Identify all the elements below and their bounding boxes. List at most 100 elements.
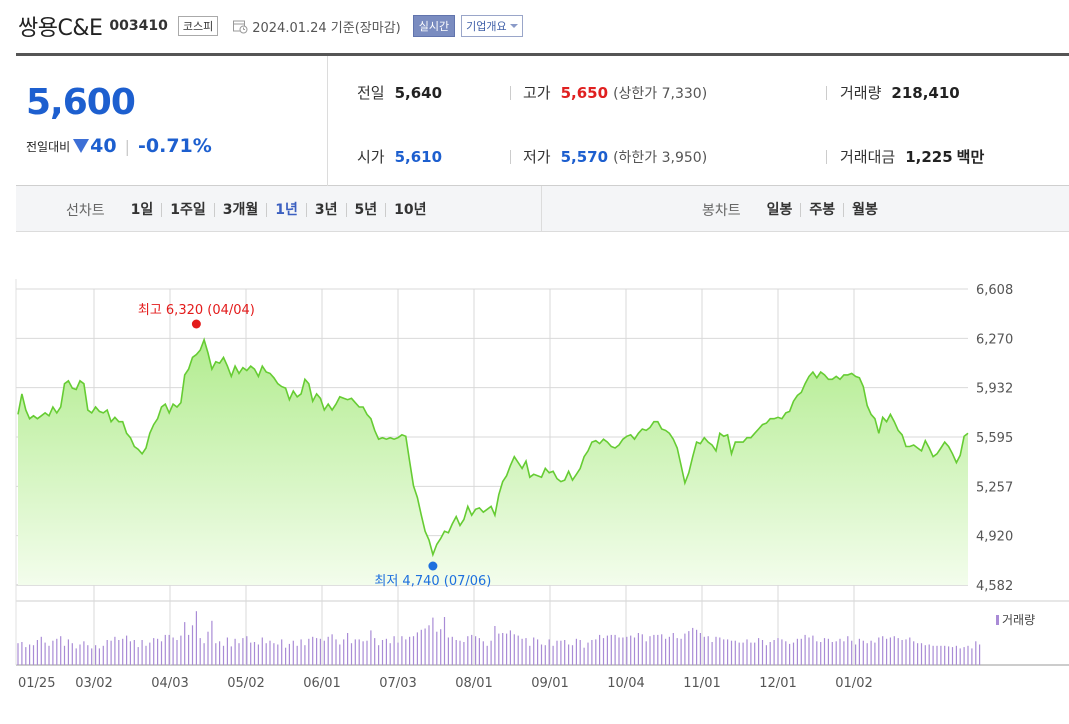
volume-bar	[191, 625, 194, 665]
volume-bar	[781, 639, 783, 665]
volume-bar	[637, 633, 639, 665]
volume-bar	[188, 634, 190, 665]
volume-bar	[955, 645, 957, 665]
x-tick-label: 10/04	[607, 676, 644, 691]
volume-bar	[304, 645, 306, 665]
volume-bar	[226, 637, 228, 665]
volume-bar	[727, 639, 729, 665]
high-label: 고가	[523, 84, 551, 102]
amount-value: 1,225	[905, 148, 953, 166]
volume-bar	[83, 641, 85, 665]
y-tick-label: 6,608	[976, 283, 1013, 298]
candle-period-1[interactable]: 주봉	[800, 203, 843, 217]
low-label: 저가	[523, 148, 551, 166]
volume-bar	[533, 637, 535, 665]
volume-bar	[858, 638, 860, 665]
volume-bar	[378, 645, 380, 665]
volume-bar	[812, 635, 814, 665]
y-tick-label: 6,270	[976, 332, 1013, 347]
volume-bar	[401, 636, 403, 665]
volume-bar	[67, 639, 69, 665]
line-period-2[interactable]: 3개월	[213, 203, 267, 217]
x-tick-label: 12/01	[759, 676, 796, 691]
line-period-0[interactable]: 1일	[130, 202, 154, 218]
volume-bar	[366, 640, 368, 665]
volume-bar	[184, 622, 186, 665]
volume-bar	[847, 636, 849, 665]
volume-bar	[234, 638, 236, 665]
volume-bar	[959, 648, 961, 665]
volume-bar	[44, 642, 46, 665]
line-period-5[interactable]: 5년	[345, 203, 386, 217]
stat-open: 시가 5,610	[357, 146, 442, 167]
volume-bar	[509, 630, 511, 665]
volume-bar	[273, 643, 275, 665]
volume-bar	[843, 641, 845, 665]
stock-header: 쌍용C&E 003410 코스피 2024.01.24 기준(장마감) 실시간 …	[18, 10, 523, 42]
volume-bar	[447, 637, 449, 665]
volume-bar	[459, 640, 461, 665]
volume-bar	[893, 636, 895, 665]
volume-bar	[610, 634, 612, 665]
stat-high: 고가 5,650 (상한가 7,330)	[523, 82, 707, 103]
volume-bar	[696, 629, 698, 665]
volume-bar	[211, 620, 213, 665]
high-label: 최고 6,320 (04/04)	[138, 303, 255, 318]
volume-bar	[924, 645, 926, 665]
volume-bar	[680, 638, 682, 665]
volume-bar	[789, 643, 791, 665]
volume-bar	[537, 639, 539, 665]
change-row: 전일대비 40 | -0.71%	[26, 135, 212, 157]
volume-bar	[168, 634, 170, 665]
volume-bar	[199, 638, 201, 665]
volume-bar	[207, 631, 209, 665]
volume-bar	[599, 634, 601, 665]
change-separator: |	[124, 136, 131, 156]
low-value: 5,570	[560, 148, 609, 166]
volume-bar	[618, 637, 620, 665]
volume-bar	[102, 645, 104, 665]
volume-bar	[672, 633, 674, 665]
volume-bar	[855, 644, 857, 665]
line-period-4[interactable]: 3년	[305, 203, 346, 217]
volume-bar	[91, 648, 93, 665]
volume-bar	[219, 641, 221, 665]
volume-bar	[36, 640, 38, 665]
volume-bar	[250, 642, 252, 665]
volume-bar	[63, 645, 66, 665]
volume-bar	[800, 638, 802, 665]
volume-bar	[428, 625, 430, 665]
candle-period-0[interactable]: 일봉	[766, 202, 793, 218]
volume-bar	[238, 643, 240, 665]
line-period-1[interactable]: 1주일	[161, 203, 214, 217]
volume-bar	[126, 635, 128, 665]
volume-bar	[145, 645, 147, 665]
volume-bar	[785, 641, 787, 665]
stat-divider	[826, 150, 827, 164]
volume-bar	[529, 645, 531, 665]
candle-period-2[interactable]: 월봉	[843, 203, 886, 217]
price-chart: 최고 6,320 (04/04) 최저 4,740 (07/06) 거래량 6,6…	[15, 279, 1069, 691]
volume-bar	[979, 644, 981, 665]
volume-bar	[331, 634, 333, 665]
volume-bar	[653, 634, 655, 665]
volume-bar	[711, 642, 713, 665]
price-summary: 5,600 전일대비 40 | -0.71% 전일 5,640 고가 5,650…	[16, 53, 1069, 186]
volume-bar	[416, 632, 418, 665]
volume-bar	[56, 638, 58, 665]
stat-low: 저가 5,570 (하한가 3,950)	[523, 146, 707, 167]
volume-bar	[897, 638, 899, 665]
volume-bar	[327, 636, 329, 665]
x-tick-label: 07/03	[379, 676, 416, 691]
volume-bar	[920, 643, 923, 665]
volume-bar	[222, 645, 225, 665]
company-overview-button[interactable]: 기업개요	[461, 15, 523, 37]
realtime-button[interactable]: 실시간	[412, 15, 456, 37]
line-period-6[interactable]: 10년	[385, 203, 434, 217]
volume-bar	[312, 636, 314, 665]
volume-bar	[870, 640, 872, 665]
volume-bar	[630, 635, 632, 665]
volume-bar	[525, 638, 527, 665]
volume-bar	[482, 641, 484, 665]
line-period-3[interactable]: 1년	[266, 203, 306, 217]
